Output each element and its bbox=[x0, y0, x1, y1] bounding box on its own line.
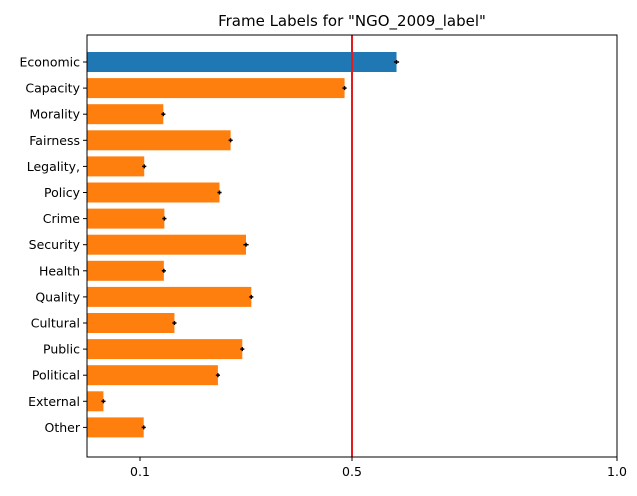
bar-external bbox=[87, 391, 104, 412]
y-tick-label: Public bbox=[43, 342, 80, 357]
x-axis: 0.1 0.5 1.0 bbox=[130, 457, 627, 479]
y-tick-label: Morality bbox=[30, 107, 81, 122]
error-bar bbox=[393, 60, 400, 64]
bar-security bbox=[87, 234, 246, 255]
error-bars-layer bbox=[101, 60, 400, 430]
y-tick-label: Other bbox=[45, 420, 81, 435]
bar-policy bbox=[87, 182, 220, 203]
bar-fairness bbox=[87, 130, 231, 151]
error-bar bbox=[249, 294, 254, 299]
error-bar bbox=[101, 399, 106, 404]
error-bar bbox=[342, 86, 347, 91]
bar-economic bbox=[87, 52, 397, 72]
y-tick-label: Political bbox=[32, 368, 80, 383]
y-tick-label: Economic bbox=[19, 55, 80, 70]
error-bar bbox=[162, 216, 167, 221]
x-tick-label: 0.1 bbox=[130, 464, 150, 479]
bar-quality bbox=[87, 286, 252, 307]
y-tick-label: Health bbox=[39, 263, 80, 278]
y-tick-label: Legality, bbox=[27, 159, 80, 174]
y-tick-label: Fairness bbox=[29, 133, 80, 148]
y-axis: Economic Capacity Morality Fairness Legality… bbox=[19, 55, 87, 435]
x-tick-label: 1.0 bbox=[607, 464, 627, 479]
error-bar bbox=[217, 190, 222, 195]
error-bar bbox=[161, 112, 166, 117]
y-tick-label: Capacity bbox=[25, 81, 80, 96]
bar-health bbox=[87, 260, 164, 281]
error-bar bbox=[240, 347, 245, 352]
error-bar bbox=[228, 138, 233, 143]
bar-public bbox=[87, 339, 243, 360]
error-bar bbox=[243, 242, 249, 247]
bar-cultural bbox=[87, 313, 175, 333]
y-tick-label: Crime bbox=[43, 211, 81, 226]
y-tick-label: Quality bbox=[35, 289, 80, 304]
bars-layer bbox=[87, 52, 397, 438]
y-tick-label: Policy bbox=[44, 185, 81, 200]
bar-capacity bbox=[87, 78, 345, 99]
bar-morality bbox=[87, 104, 164, 125]
error-bar bbox=[215, 373, 220, 378]
error-bar bbox=[141, 425, 146, 430]
bar-crime bbox=[87, 208, 165, 229]
error-bar bbox=[142, 164, 147, 169]
error-bar bbox=[161, 268, 166, 273]
bar-other bbox=[87, 417, 144, 438]
error-bar bbox=[172, 321, 177, 325]
bar-legality bbox=[87, 156, 145, 177]
chart-title: Frame Labels for "NGO_2009_label" bbox=[218, 12, 486, 31]
y-tick-label: Cultural bbox=[31, 316, 80, 331]
bar-political bbox=[87, 365, 218, 386]
x-tick-label: 0.5 bbox=[342, 464, 362, 479]
y-tick-label: Security bbox=[29, 237, 81, 252]
y-tick-label: External bbox=[28, 394, 80, 409]
